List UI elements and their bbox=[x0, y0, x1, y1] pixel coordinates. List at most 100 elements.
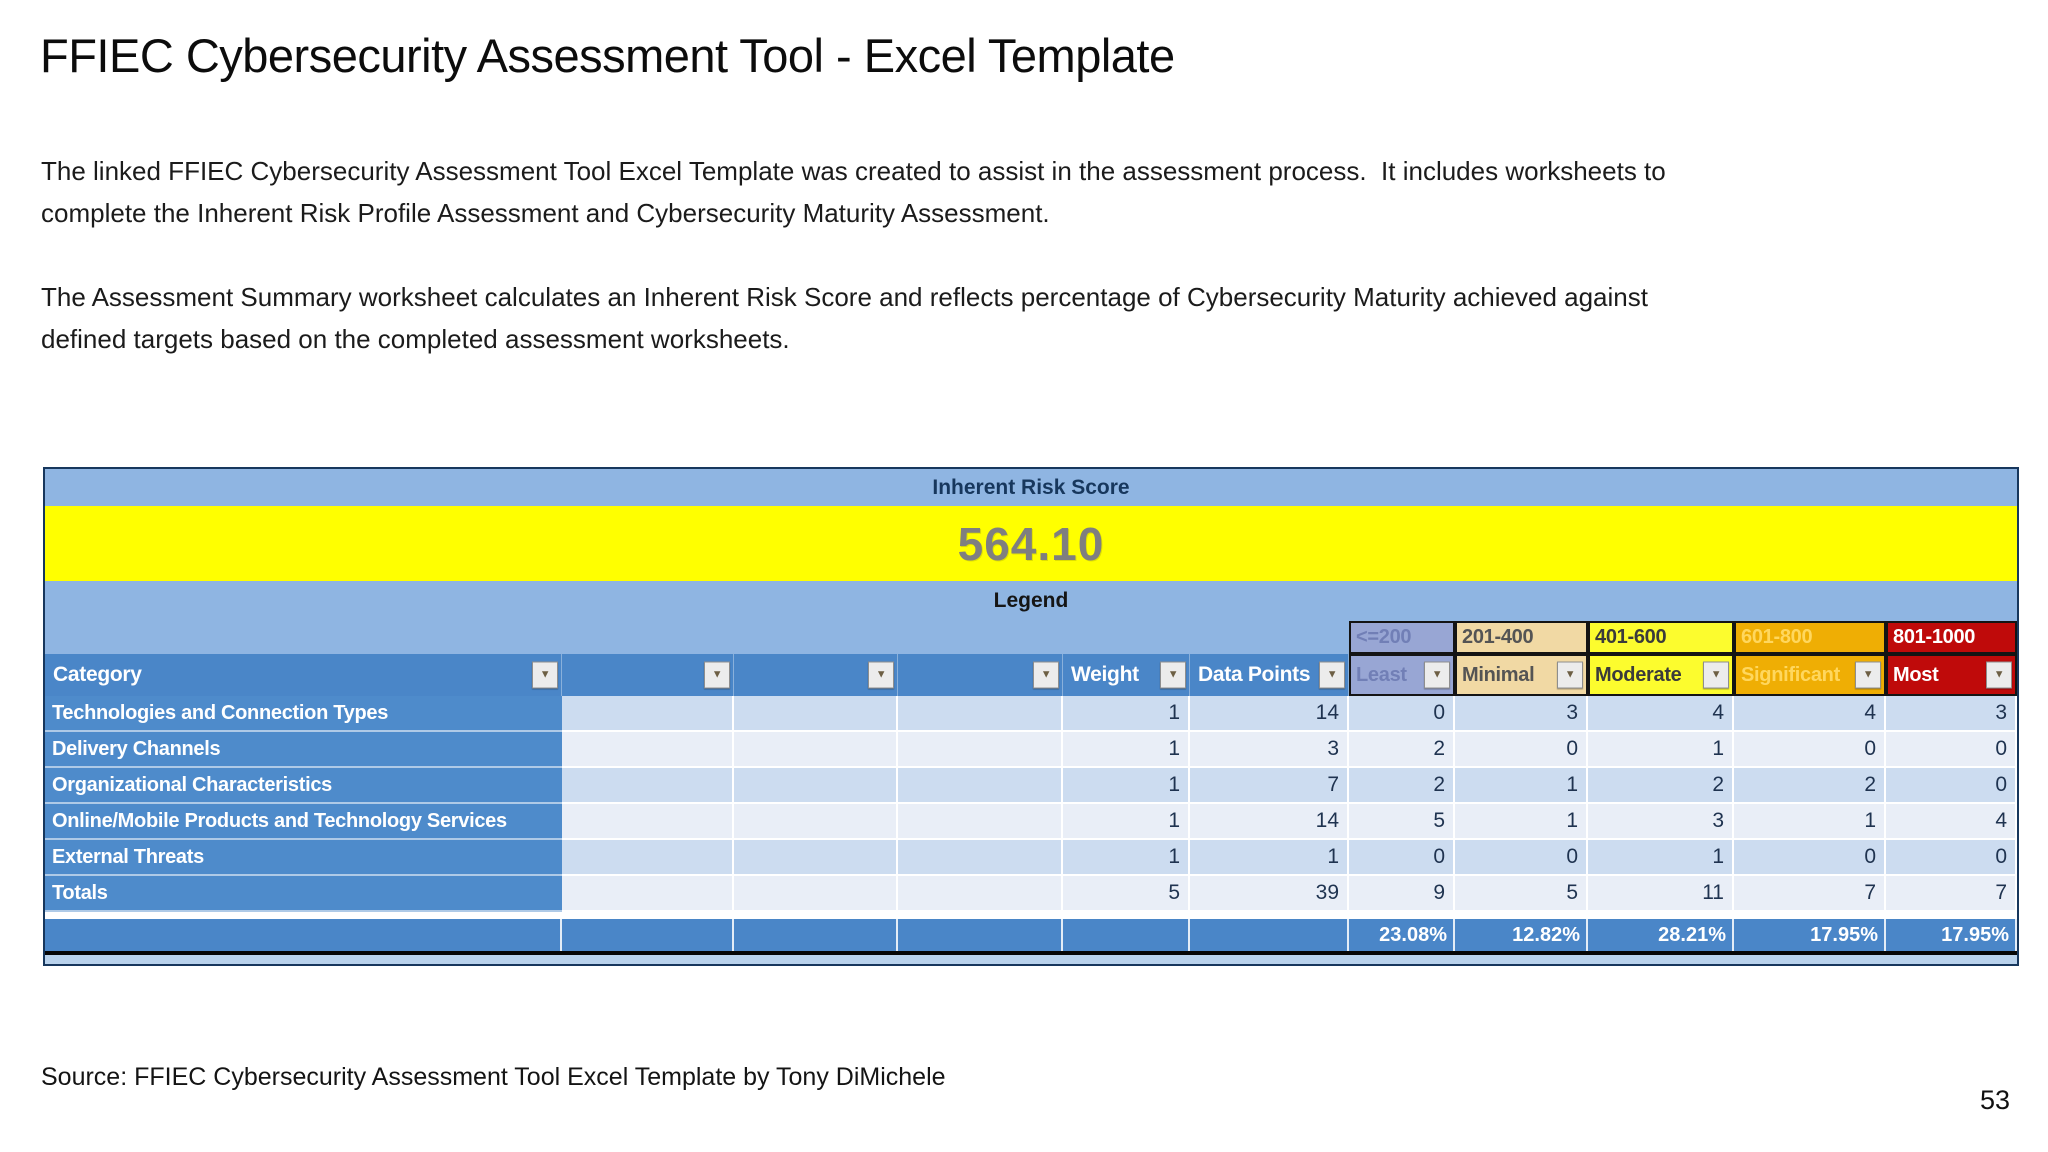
column-header-minimal: Minimal ▼ bbox=[1455, 654, 1588, 696]
empty-cell bbox=[898, 696, 1063, 732]
empty-cell bbox=[1190, 919, 1349, 951]
data-points-header-label: Data Points bbox=[1198, 663, 1311, 686]
empty-cell bbox=[562, 732, 734, 768]
table-bottom-border bbox=[45, 951, 2017, 955]
least-percentage: 23.08% bbox=[1349, 919, 1455, 951]
empty-cell bbox=[45, 919, 562, 951]
row-gap bbox=[45, 912, 2017, 919]
filter-dropdown-button[interactable]: ▼ bbox=[1703, 661, 1729, 689]
filter-dropdown-button[interactable]: ▼ bbox=[1160, 661, 1186, 689]
data-points-cell: 14 bbox=[1190, 804, 1349, 840]
assessment-summary-spreadsheet: Inherent Risk Score 564.10 Legend <=200 … bbox=[43, 467, 2019, 966]
filter-dropdown-button[interactable]: ▼ bbox=[868, 661, 894, 689]
column-header-data-points: Data Points ▼ bbox=[1190, 654, 1349, 696]
data-points-total-cell: 39 bbox=[1190, 876, 1349, 912]
range-cell-significant: 601-800 bbox=[1734, 621, 1886, 654]
empty-cell bbox=[562, 876, 734, 912]
least-total-cell: 9 bbox=[1349, 876, 1455, 912]
empty-cell bbox=[562, 804, 734, 840]
filter-dropdown-button[interactable]: ▼ bbox=[1855, 661, 1881, 689]
body-paragraph-2-line-1: The Assessment Summary worksheet calcula… bbox=[41, 282, 1648, 312]
range-cell-least: <=200 bbox=[1349, 621, 1455, 654]
body-paragraph-1-line-1: The linked FFIEC Cybersecurity Assessmen… bbox=[41, 156, 1666, 186]
moderate-total-cell: 11 bbox=[1588, 876, 1734, 912]
significant-percentage: 17.95% bbox=[1734, 919, 1886, 951]
weight-cell: 1 bbox=[1063, 840, 1190, 876]
moderate-percentage: 28.21% bbox=[1588, 919, 1734, 951]
most-cell: 0 bbox=[1886, 732, 2017, 768]
chevron-down-icon: ▼ bbox=[539, 668, 551, 681]
least-cell: 2 bbox=[1349, 768, 1455, 804]
minimal-cell: 0 bbox=[1455, 840, 1588, 876]
empty-cell bbox=[898, 876, 1063, 912]
chevron-down-icon: ▼ bbox=[1326, 668, 1338, 681]
range-band-spacer bbox=[45, 621, 1349, 654]
range-cell-most: 801-1000 bbox=[1886, 621, 2017, 654]
significant-cell: 4 bbox=[1734, 696, 1886, 732]
column-header-significant: Significant ▼ bbox=[1734, 654, 1886, 696]
column-header-weight: Weight ▼ bbox=[1063, 654, 1190, 696]
filter-dropdown-button[interactable]: ▼ bbox=[1986, 661, 2012, 689]
chevron-down-icon: ▼ bbox=[711, 668, 723, 681]
data-points-cell: 7 bbox=[1190, 768, 1349, 804]
row-category: Organizational Characteristics bbox=[45, 768, 562, 804]
empty-cell bbox=[898, 732, 1063, 768]
data-points-cell: 14 bbox=[1190, 696, 1349, 732]
most-cell: 0 bbox=[1886, 768, 2017, 804]
column-header-moderate: Moderate ▼ bbox=[1588, 654, 1734, 696]
chevron-down-icon: ▼ bbox=[875, 668, 887, 681]
empty-cell bbox=[734, 732, 898, 768]
filter-dropdown-button[interactable]: ▼ bbox=[532, 661, 558, 689]
least-cell: 0 bbox=[1349, 696, 1455, 732]
chevron-down-icon: ▼ bbox=[1710, 668, 1722, 681]
table-row: Organizational Characteristics 1 7 2 1 2… bbox=[45, 768, 2017, 804]
row-category: Delivery Channels bbox=[45, 732, 562, 768]
risk-range-band: <=200 201-400 401-600 601-800 801-1000 bbox=[45, 621, 2017, 654]
chevron-down-icon: ▼ bbox=[1993, 668, 2005, 681]
range-cell-minimal: 201-400 bbox=[1455, 621, 1588, 654]
filter-dropdown-button[interactable]: ▼ bbox=[1033, 661, 1059, 689]
filter-dropdown-button[interactable]: ▼ bbox=[1319, 661, 1345, 689]
minimal-cell: 1 bbox=[1455, 804, 1588, 840]
percentage-row: 23.08% 12.82% 28.21% 17.95% 17.95% bbox=[45, 919, 2017, 951]
filter-dropdown-button[interactable]: ▼ bbox=[704, 661, 730, 689]
moderate-header-label: Moderate bbox=[1595, 663, 1682, 686]
chevron-down-icon: ▼ bbox=[1040, 668, 1052, 681]
weight-cell: 1 bbox=[1063, 732, 1190, 768]
empty-cell bbox=[734, 804, 898, 840]
filter-dropdown-button[interactable]: ▼ bbox=[1557, 661, 1583, 689]
inherent-risk-score-header: Inherent Risk Score bbox=[45, 469, 2017, 506]
empty-cell bbox=[734, 840, 898, 876]
empty-cell bbox=[1063, 919, 1190, 951]
least-cell: 0 bbox=[1349, 840, 1455, 876]
significant-total-cell: 7 bbox=[1734, 876, 1886, 912]
column-header-empty-1: ▼ bbox=[562, 654, 734, 696]
most-percentage: 17.95% bbox=[1886, 919, 2017, 951]
filter-dropdown-button[interactable]: ▼ bbox=[1424, 661, 1450, 689]
inherent-risk-score-value: 564.10 bbox=[45, 506, 2017, 581]
most-total-cell: 7 bbox=[1886, 876, 2017, 912]
empty-cell bbox=[562, 919, 734, 951]
totals-row: Totals 5 39 9 5 11 7 7 bbox=[45, 876, 2017, 912]
weight-header-label: Weight bbox=[1071, 663, 1139, 686]
body-paragraph-2: The Assessment Summary worksheet calcula… bbox=[41, 276, 1648, 360]
row-category: Technologies and Connection Types bbox=[45, 696, 562, 732]
minimal-total-cell: 5 bbox=[1455, 876, 1588, 912]
least-header-label: Least bbox=[1356, 663, 1407, 686]
empty-cell bbox=[562, 768, 734, 804]
most-header-label: Most bbox=[1893, 663, 1939, 686]
column-header-most: Most ▼ bbox=[1886, 654, 2017, 696]
column-header-empty-3: ▼ bbox=[898, 654, 1063, 696]
category-header-label: Category bbox=[53, 663, 142, 686]
table-row: External Threats 1 1 0 0 1 0 0 bbox=[45, 840, 2017, 876]
least-cell: 2 bbox=[1349, 732, 1455, 768]
chevron-down-icon: ▼ bbox=[1431, 668, 1443, 681]
column-header-least: Least ▼ bbox=[1349, 654, 1455, 696]
empty-cell bbox=[898, 804, 1063, 840]
significant-header-label: Significant bbox=[1741, 663, 1840, 686]
range-cell-moderate: 401-600 bbox=[1588, 621, 1734, 654]
empty-cell bbox=[898, 919, 1063, 951]
moderate-cell: 2 bbox=[1588, 768, 1734, 804]
body-paragraph-1: The linked FFIEC Cybersecurity Assessmen… bbox=[41, 150, 1666, 234]
empty-cell bbox=[898, 768, 1063, 804]
